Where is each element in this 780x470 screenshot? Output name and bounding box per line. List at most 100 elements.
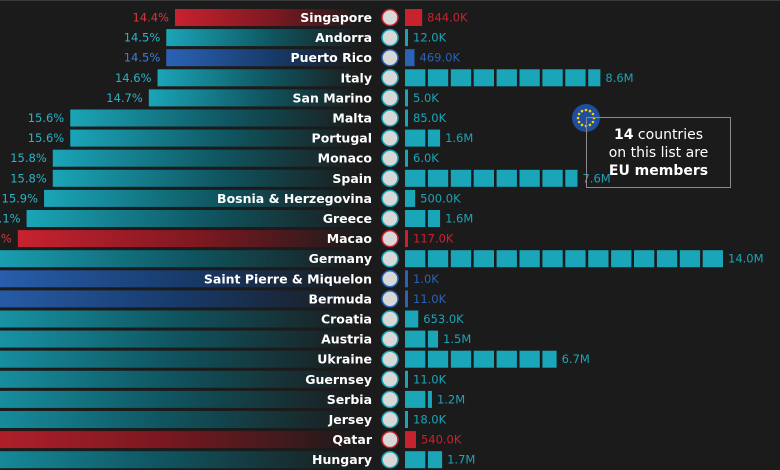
eu-star <box>580 123 584 127</box>
population-label: 1.0K <box>413 272 439 286</box>
population-label: 1.2M <box>437 392 465 406</box>
share-bar <box>0 270 361 288</box>
population-block <box>565 69 586 87</box>
eu-star <box>576 116 580 120</box>
population-block <box>427 69 449 87</box>
population-block <box>405 49 415 67</box>
population-block <box>405 129 426 147</box>
share-label: 16.1% <box>0 212 21 226</box>
population-block <box>565 250 586 268</box>
population-block <box>542 69 563 87</box>
eu-star <box>577 112 581 116</box>
guernsey-flag-icon <box>381 370 399 389</box>
share-bar <box>0 250 360 268</box>
country-label: Portugal <box>312 131 372 146</box>
share-label: 15.6% <box>28 111 65 125</box>
malta-flag-icon <box>381 109 399 127</box>
qatar-flag-icon <box>381 430 399 449</box>
share-bar <box>52 149 360 167</box>
population-block <box>405 411 408 428</box>
san-marino-flag-icon <box>381 89 399 107</box>
country-label: Greece <box>323 211 372 226</box>
country-label: Puerto Rico <box>290 50 372 65</box>
country-label: San Marino <box>293 90 373 105</box>
population-block <box>405 230 408 248</box>
bosnia-herzegovina-flag-icon <box>381 189 399 208</box>
callout-line-2: on this list are <box>608 145 709 161</box>
share-label: 15.6% <box>28 131 65 145</box>
callout-line3-text: EU members <box>608 163 709 179</box>
share-label: 15.8% <box>10 151 47 165</box>
share-label: 14.5% <box>124 51 161 65</box>
population-block <box>450 169 472 187</box>
eu-members-callout: 14 countries on this list are EU members <box>586 117 731 188</box>
population-block <box>405 390 426 408</box>
share-bar <box>70 129 361 147</box>
population-block <box>405 210 426 227</box>
share-bar <box>17 230 361 248</box>
population-label: 844.0K <box>427 11 468 25</box>
share-bar <box>175 9 360 26</box>
croatia-flag-icon <box>381 310 399 328</box>
share-bar <box>166 49 360 67</box>
population-block <box>588 250 609 268</box>
population-block <box>405 451 426 469</box>
country-label: Germany <box>309 251 372 266</box>
jersey-flag-icon <box>381 410 399 429</box>
country-label: Guernsey <box>305 372 372 387</box>
ukraine-flag-icon <box>381 350 399 368</box>
population-label: 469.0K <box>420 51 461 65</box>
population-block <box>496 69 517 87</box>
share-label: 14.6% <box>115 71 152 85</box>
bermuda-flag-icon <box>381 290 399 308</box>
callout-line-3: EU members <box>587 162 730 180</box>
share-bar <box>0 350 360 368</box>
population-block <box>405 370 408 388</box>
country-label: Austria <box>321 332 372 347</box>
population-block <box>427 330 439 348</box>
population-block <box>473 250 494 268</box>
population-block <box>405 350 426 368</box>
eu-star <box>584 108 588 112</box>
population-label: 540.0K <box>421 433 462 447</box>
population-block <box>588 69 601 87</box>
eu-star <box>588 123 592 127</box>
share-bar <box>52 169 360 187</box>
population-label: 85.0K <box>413 111 447 125</box>
population-label: 12.0K <box>413 31 447 45</box>
callout-line1-text: countries <box>633 127 703 143</box>
country-label: Andorra <box>315 30 372 45</box>
country-label: Malta <box>332 111 372 126</box>
population-label: 11.0K <box>413 372 447 386</box>
share-label: 14.5% <box>124 31 161 45</box>
country-label: Jersey <box>328 412 372 427</box>
country-label: Croatia <box>321 312 372 327</box>
population-block <box>519 169 540 187</box>
callout-count: 14 <box>614 127 634 143</box>
germany-flag-icon <box>381 249 399 268</box>
population-label: 1.6M <box>445 131 473 145</box>
population-block <box>542 350 557 368</box>
population-label: 6.7M <box>562 352 590 366</box>
population-label: 11.0K <box>413 292 447 306</box>
population-block <box>405 89 408 107</box>
serbia-flag-icon <box>381 390 399 409</box>
italy-flag-icon <box>381 69 399 87</box>
eu-star <box>577 120 581 124</box>
population-block <box>611 250 632 268</box>
population-block <box>473 350 494 368</box>
country-label: Italy <box>341 70 373 85</box>
population-block <box>427 350 449 368</box>
share-label: 15.9% <box>2 191 39 205</box>
population-block <box>450 350 472 368</box>
country-label: Spain <box>332 171 372 186</box>
eu-star <box>591 120 595 124</box>
population-block <box>427 250 449 268</box>
population-block <box>656 250 678 268</box>
portugal-flag-icon <box>381 129 399 147</box>
eu-star <box>588 109 592 113</box>
share-bar <box>157 69 360 87</box>
population-block <box>519 350 540 368</box>
population-label: 1.6M <box>445 212 473 226</box>
share-bar <box>44 189 361 207</box>
